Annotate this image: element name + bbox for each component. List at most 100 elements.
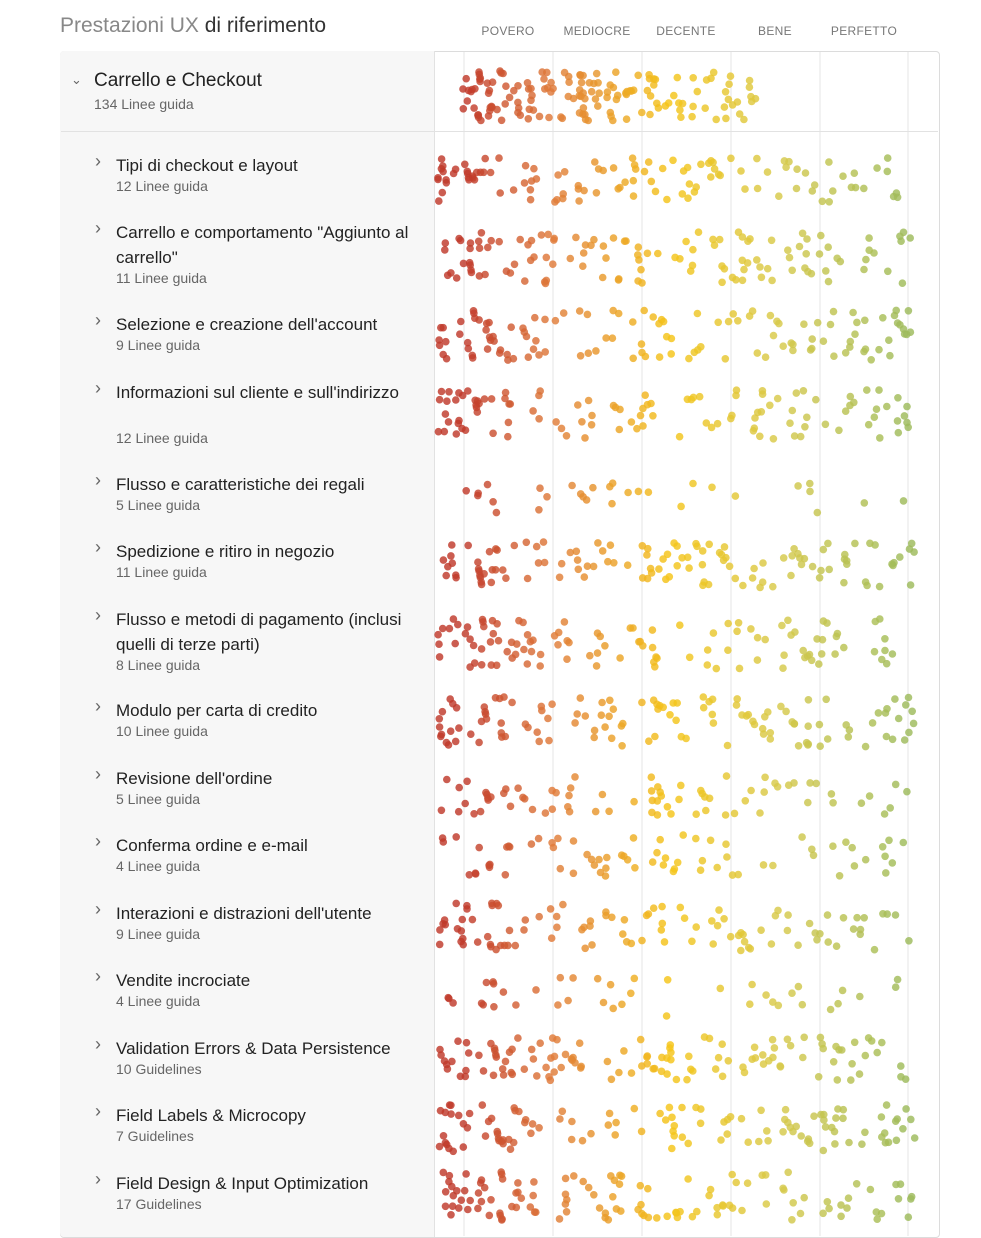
- chevron-right-icon[interactable]: ›: [95, 899, 101, 919]
- guideline-dot: [448, 1057, 456, 1066]
- guideline-dot: [565, 807, 574, 816]
- category-name[interactable]: Conferma ordine e e-mail: [116, 836, 308, 855]
- guideline-dot: [507, 1068, 515, 1077]
- chevron-right-icon[interactable]: ›: [95, 537, 101, 557]
- group-title[interactable]: Carrello e Checkout: [94, 70, 262, 91]
- chevron-right-icon[interactable]: ›: [95, 1101, 101, 1121]
- guideline-dot: [897, 1073, 905, 1081]
- category-name[interactable]: Flusso e caratteristiche dei regali: [116, 475, 365, 494]
- category-name[interactable]: Tipi di checkout e layout: [116, 156, 298, 175]
- guideline-dot: [786, 1041, 795, 1050]
- category-guideline-count: 10 Linee guida: [116, 723, 208, 739]
- category-row[interactable]: › Spedizione e ritiro in negozio 11 Linee …: [95, 537, 425, 599]
- guideline-dot: [654, 783, 662, 791]
- group-row-cart-checkout[interactable]: [61, 52, 938, 132]
- category-row[interactable]: › Vendite incrociate 4 Linee guida: [95, 966, 425, 1028]
- category-name[interactable]: Modulo per carta di credito: [116, 701, 318, 720]
- guideline-dot: [642, 911, 651, 920]
- guideline-dot: [640, 167, 649, 176]
- guideline-dot: [591, 95, 600, 103]
- category-name[interactable]: Field Labels & Microcopy: [116, 1106, 306, 1125]
- category-row[interactable]: › Conferma ordine e e-mail 4 Linee guida: [95, 831, 425, 893]
- chevron-right-icon[interactable]: ›: [95, 470, 101, 490]
- guideline-dot: [615, 425, 624, 434]
- category-row[interactable]: › Tipi di checkout e layout 12 Linee guida: [95, 151, 425, 213]
- category-name[interactable]: Validation Errors & Data Persistence: [116, 1039, 391, 1058]
- guideline-dot: [865, 246, 873, 254]
- guideline-dot: [717, 1136, 725, 1144]
- chevron-right-icon[interactable]: ›: [95, 1169, 101, 1189]
- guideline-dot: [618, 1000, 626, 1009]
- guideline-dot: [865, 792, 874, 800]
- guideline-dot: [813, 936, 821, 944]
- chevron-down-icon[interactable]: ⌄: [71, 72, 82, 87]
- category-name[interactable]: Field Design & Input Optimization: [116, 1174, 369, 1193]
- category-row[interactable]: › Flusso e caratteristiche dei regali 5 Li…: [95, 470, 425, 532]
- guideline-dot: [487, 102, 496, 111]
- guideline-dot: [561, 1174, 570, 1183]
- guideline-dot: [448, 541, 456, 549]
- guideline-dot: [622, 938, 631, 946]
- chevron-right-icon[interactable]: ›: [95, 218, 101, 238]
- guideline-dot: [608, 499, 616, 508]
- category-row[interactable]: › Carrello e comportamento "Aggiunto al c…: [95, 218, 425, 286]
- guideline-dot: [715, 235, 724, 244]
- category-name[interactable]: Carrello e comportamento "Aggiunto al ca…: [116, 223, 409, 267]
- category-row[interactable]: › Modulo per carta di credito 10 Linee gui…: [95, 696, 425, 758]
- guideline-dot: [441, 1108, 450, 1117]
- guideline-dot: [532, 175, 541, 183]
- guideline-dot: [451, 639, 460, 648]
- chevron-right-icon[interactable]: ›: [95, 696, 101, 716]
- chevron-right-icon[interactable]: ›: [95, 605, 101, 625]
- category-name[interactable]: Informazioni sul cliente e sull'indirizz…: [116, 383, 399, 402]
- guideline-dot: [804, 741, 812, 749]
- chevron-right-icon[interactable]: ›: [95, 831, 101, 851]
- guideline-dot: [882, 869, 890, 877]
- guideline-dot: [774, 1001, 783, 1010]
- category-name[interactable]: Spedizione e ritiro in negozio: [116, 542, 335, 561]
- guideline-dot: [678, 554, 686, 562]
- guideline-dot: [881, 1138, 890, 1147]
- category-row[interactable]: › Field Labels & Microcopy 7 Guidelines: [95, 1101, 425, 1163]
- category-row[interactable]: › Field Design & Input Optimization 17 Gui…: [95, 1169, 425, 1231]
- guideline-dot: [655, 353, 664, 361]
- chevron-right-icon[interactable]: ›: [95, 764, 101, 784]
- guideline-dot: [857, 799, 866, 807]
- category-name[interactable]: Selezione e creazione dell'account: [116, 315, 378, 334]
- category-name[interactable]: Flusso e metodi di pagamento (inclusi qu…: [116, 610, 402, 654]
- guideline-dot: [801, 169, 810, 177]
- guideline-dot: [847, 1076, 855, 1084]
- category-row[interactable]: › Validation Errors & Data Persistence 10 …: [95, 1034, 425, 1096]
- category-name[interactable]: Vendite incrociate: [116, 971, 251, 990]
- category-row[interactable]: › Revisione dell'ordine 5 Linee guida: [95, 764, 425, 826]
- category-row[interactable]: › Interazioni e distrazioni dell'utente 9 …: [95, 899, 425, 961]
- guideline-dot: [814, 1073, 823, 1081]
- guideline-dot: [872, 405, 881, 414]
- category-row[interactable]: › Selezione e creazione dell'account 9 Lin…: [95, 310, 425, 372]
- guideline-dot: [564, 996, 572, 1005]
- guideline-dot: [620, 237, 629, 245]
- category-name[interactable]: Revisione dell'ordine: [116, 769, 273, 788]
- chevron-right-icon[interactable]: ›: [95, 378, 101, 398]
- guideline-dot: [845, 1138, 853, 1147]
- guideline-dot: [766, 401, 774, 410]
- guideline-dot: [590, 726, 599, 735]
- category-row[interactable]: › Informazioni sul cliente e sull'indiriz…: [95, 378, 425, 446]
- guideline-dot: [804, 1135, 813, 1143]
- chevron-right-icon[interactable]: ›: [95, 966, 101, 986]
- guideline-dot: [723, 741, 732, 750]
- chevron-right-icon[interactable]: ›: [95, 151, 101, 171]
- category-name[interactable]: Interazioni e distrazioni dell'utente: [116, 904, 372, 923]
- guideline-dot: [548, 1034, 557, 1042]
- guideline-dot: [728, 1204, 737, 1212]
- category-row[interactable]: › Flusso e metodi di pagamento (inclusi q…: [95, 605, 425, 673]
- guideline-dot: [475, 244, 484, 252]
- guideline-dot: [711, 1065, 720, 1073]
- guideline-dot: [872, 1208, 881, 1216]
- guideline-dot: [487, 1196, 495, 1204]
- guideline-dot: [885, 336, 893, 345]
- guideline-dot: [596, 868, 605, 877]
- chevron-right-icon[interactable]: ›: [95, 310, 101, 330]
- chevron-right-icon[interactable]: ›: [95, 1034, 101, 1054]
